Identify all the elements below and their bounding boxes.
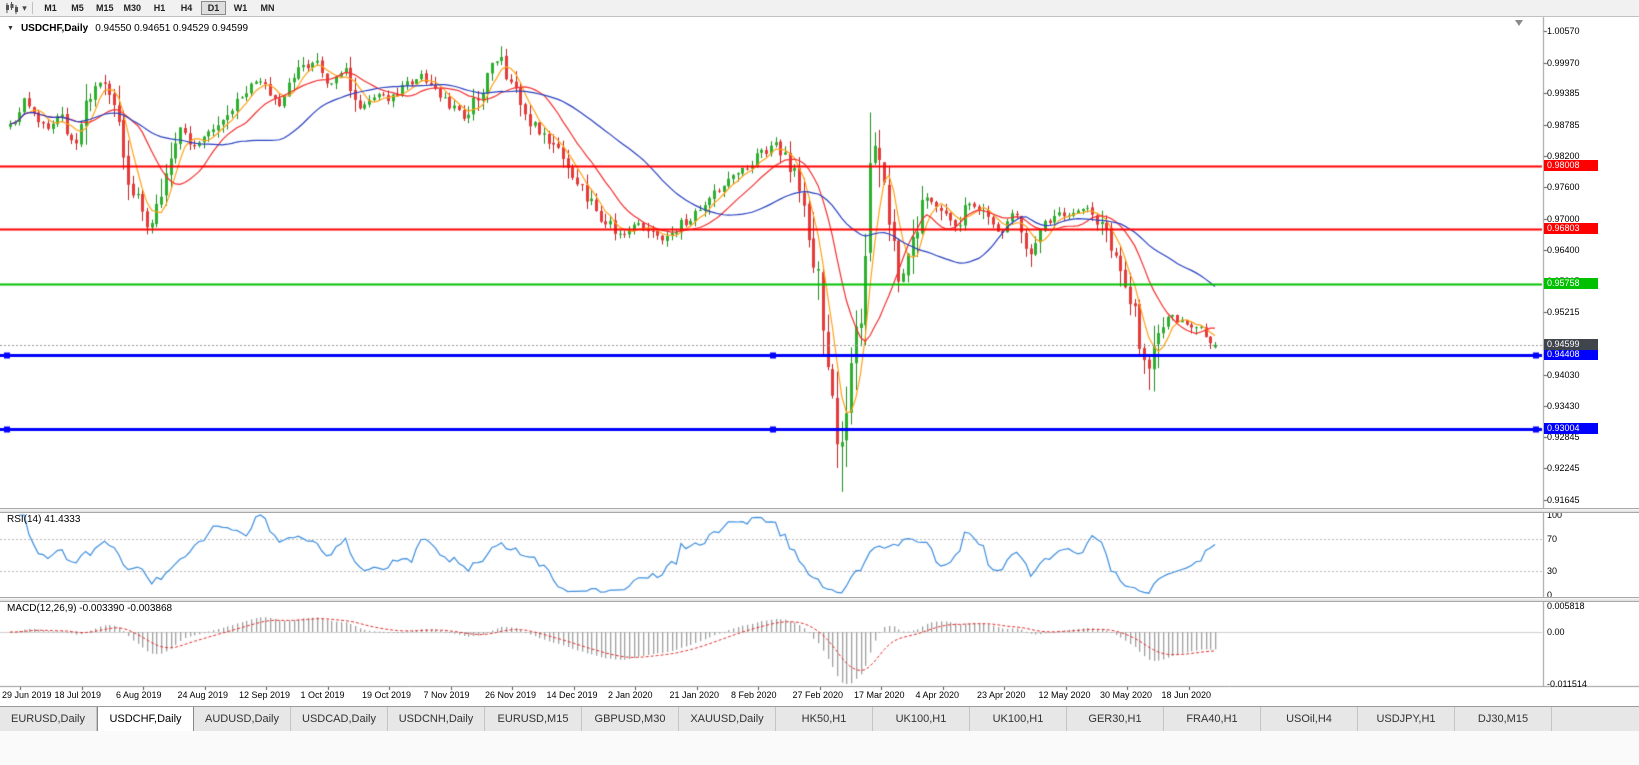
macd-axis-label: 0.00 <box>1547 627 1565 637</box>
timeframe-button-m5[interactable]: M5 <box>71 3 84 13</box>
price-axis-label: 0.98200 <box>1547 150 1580 161</box>
price-axis-label: 0.97600 <box>1547 182 1580 193</box>
time-axis-label: 6 Aug 2019 <box>116 690 162 700</box>
timeframe-button-mn[interactable]: MN <box>260 3 275 13</box>
chart-tab-ger30-h1[interactable]: GER30,H1 <box>1067 707 1164 731</box>
status-bar <box>0 731 1639 765</box>
time-axis-label: 21 Jan 2020 <box>669 690 720 700</box>
hline-price-badge: 0.95758 <box>1544 278 1598 290</box>
chart-type-icon[interactable] <box>3 1 19 16</box>
timeframe-toolbar: ▾ M1 M5 M15 M30 H1 H4 D1 W1 MN <box>0 0 1639 17</box>
chart-tab-uk100-h1[interactable]: UK100,H1 <box>873 707 970 731</box>
time-axis-label: 17 Mar 2020 <box>854 690 905 700</box>
time-axis-label: 8 Feb 2020 <box>731 690 777 700</box>
toolbar-separator <box>32 2 33 14</box>
macd-axis-label: -0.011514 <box>1547 678 1587 689</box>
time-axis-label: 7 Nov 2019 <box>423 690 470 700</box>
chart-tab-uk100-h1[interactable]: UK100,H1 <box>970 707 1067 731</box>
chart-tab-eurusd-daily[interactable]: EURUSD,Daily <box>0 707 97 731</box>
chart-tab-gbpusd-m30[interactable]: GBPUSD,M30 <box>582 707 679 731</box>
chart-tab-usdcnh-daily[interactable]: USDCNH,Daily <box>388 707 485 731</box>
time-axis-label: 1 Oct 2019 <box>300 690 345 700</box>
chart-title: ▼ USDCHF,Daily 0.94550 0.94651 0.94529 0… <box>7 23 248 34</box>
price-axis-label: 0.93430 <box>1547 401 1580 412</box>
time-axis-label: 19 Oct 2019 <box>362 690 412 700</box>
hline-price-badge: 0.93004 <box>1544 423 1598 435</box>
rsi-axis-label: 70 <box>1547 534 1558 544</box>
chart-tab-audusd-daily[interactable]: AUDUSD,Daily <box>194 707 291 731</box>
time-axis-label: 4 Apr 2020 <box>915 690 960 700</box>
chart-tab-fra40-h1[interactable]: FRA40,H1 <box>1164 707 1261 731</box>
hline-price-badge: 0.94408 <box>1544 349 1598 361</box>
macd-axis-label: 0.005818 <box>1547 600 1585 611</box>
timeframe-button-m1[interactable]: M1 <box>44 3 57 13</box>
time-axis-label: 18 Jul 2019 <box>54 690 102 700</box>
chart-tab-hk50-h1[interactable]: HK50,H1 <box>776 707 873 731</box>
price-axis-label: 0.95215 <box>1547 307 1580 318</box>
chart-ohlc-values: 0.94550 0.94651 0.94529 0.94599 <box>95 23 249 34</box>
time-axis-label: 12 May 2020 <box>1038 690 1091 700</box>
time-axis-label: 12 Sep 2019 <box>239 690 291 700</box>
rsi-axis-label: 100 <box>1547 510 1563 520</box>
timeframe-button-m15[interactable]: M15 <box>96 3 114 13</box>
timeframe-button-d1[interactable]: D1 <box>201 1 227 15</box>
time-axis-label: 23 Apr 2020 <box>977 690 1026 700</box>
price-axis-label: 0.92845 <box>1547 431 1580 442</box>
price-axis-label: 0.99385 <box>1547 88 1580 99</box>
timeframe-button-h1[interactable]: H1 <box>153 3 166 13</box>
chart-tab-dj30-m15[interactable]: DJ30,M15 <box>1455 707 1552 731</box>
chart-tab-usdjpy-h1[interactable]: USDJPY,H1 <box>1358 707 1455 731</box>
price-axis-label: 0.92245 <box>1547 463 1580 474</box>
chart-tab-usdchf-daily[interactable]: USDCHF,Daily <box>97 707 194 731</box>
rsi-indicator-title: RSI(14) 41.4333 <box>7 514 81 525</box>
price-axis-label: 1.00570 <box>1547 26 1580 36</box>
hline-price-badge: 0.98008 <box>1544 160 1598 172</box>
chart-tab-eurusd-m15[interactable]: EURUSD,M15 <box>485 707 582 731</box>
timeframe-button-m30[interactable]: M30 <box>123 3 142 13</box>
chart-type-dropdown-icon[interactable]: ▾ <box>22 2 27 13</box>
time-axis-label: 26 Nov 2019 <box>485 690 537 700</box>
price-axis-label: 0.98785 <box>1547 119 1580 130</box>
time-axis-label: 24 Aug 2019 <box>177 690 229 700</box>
timeframe-button-h4[interactable]: H4 <box>180 3 193 13</box>
timeframe-button-w1[interactable]: W1 <box>233 3 248 13</box>
chart-tab-bar: EURUSD,Daily USDCHF,Daily AUDUSD,Daily USDC… <box>0 706 1639 731</box>
price-axis-label: 0.94030 <box>1547 369 1580 380</box>
price-axis-label: 0.91645 <box>1547 495 1580 505</box>
chart-tab-usoil-h4[interactable]: USOil,H4 <box>1261 707 1358 731</box>
time-axis-label: 30 May 2020 <box>1100 690 1153 700</box>
time-axis-label: 18 Jun 2020 <box>1161 690 1212 700</box>
chart-context-icon: ▼ <box>7 25 14 32</box>
price-axis-label: 0.96400 <box>1547 245 1580 256</box>
timeframe-buttons-group: M1 M5 M15 M30 H1 H4 D1 W1 MN <box>38 1 282 15</box>
time-axis-label: 27 Feb 2020 <box>792 690 844 700</box>
current-price-badge: 0.94599 <box>1544 339 1598 351</box>
time-axis-label: 29 Jun 2019 <box>2 690 52 700</box>
chart-shift-marker-icon <box>1515 20 1523 26</box>
time-axis-label: 14 Dec 2019 <box>546 690 598 700</box>
chart-symbol-period: USDCHF,Daily <box>20 23 89 34</box>
rsi-axis-label: 0 <box>1547 590 1553 600</box>
chart-tab-xauusd-daily[interactable]: XAUUSD,Daily <box>679 707 776 731</box>
time-axis-label: 2 Jan 2020 <box>608 690 653 700</box>
macd-indicator-title: MACD(12,26,9) -0.003390 -0.003868 <box>7 603 173 614</box>
price-axis-label: 0.99970 <box>1547 57 1580 68</box>
hline-price-badge: 0.96803 <box>1544 223 1598 235</box>
pane-splitter-rsi[interactable] <box>0 508 1639 513</box>
chart-tab-usdcad-daily[interactable]: USDCAD,Daily <box>291 707 388 731</box>
price-axis-label: 0.97000 <box>1547 213 1580 224</box>
rsi-axis-label: 30 <box>1547 566 1558 576</box>
pane-splitter-macd[interactable] <box>0 597 1639 602</box>
